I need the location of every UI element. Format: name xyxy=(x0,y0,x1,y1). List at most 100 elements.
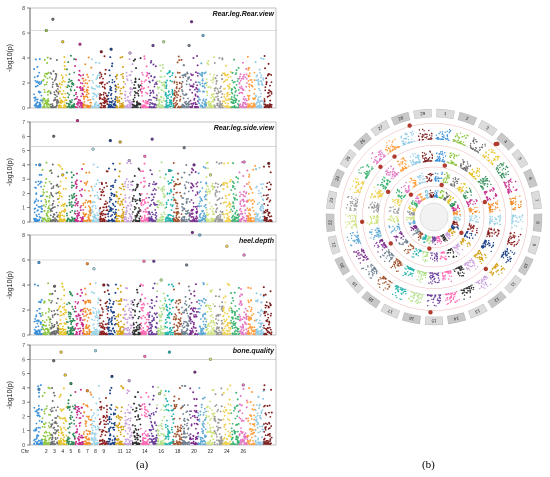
snp-point xyxy=(93,93,96,96)
snp-point xyxy=(228,85,231,88)
snp-point xyxy=(123,220,126,223)
snp-point xyxy=(49,333,52,336)
snp-point xyxy=(176,61,179,64)
snp-point xyxy=(86,307,89,310)
snp-point xyxy=(153,317,155,319)
snp-point xyxy=(233,58,236,61)
snp-point xyxy=(106,289,109,292)
snp-point xyxy=(178,81,181,84)
snp-point xyxy=(235,69,238,72)
snp-point xyxy=(33,68,36,71)
snp-point xyxy=(48,309,51,311)
snp-point xyxy=(160,188,162,191)
snp-point xyxy=(246,169,249,172)
snp-point xyxy=(205,208,208,211)
snp-point xyxy=(255,79,258,82)
chromosome-14-points xyxy=(140,55,150,109)
snp-point xyxy=(71,294,74,297)
snp-point xyxy=(225,324,228,326)
snp-point xyxy=(76,86,79,88)
snp-point xyxy=(111,318,113,320)
snp-point xyxy=(53,213,56,216)
snp-point xyxy=(125,212,128,215)
snp-point xyxy=(113,220,116,223)
snp-point xyxy=(187,285,190,288)
snp-point xyxy=(133,96,136,99)
snp-point xyxy=(116,101,119,104)
snp-point xyxy=(214,192,217,194)
snp-point xyxy=(185,304,188,306)
snp-point xyxy=(216,74,218,77)
snp-point xyxy=(142,100,145,103)
snp-point xyxy=(39,99,42,102)
snp-point xyxy=(205,219,208,221)
snp-point xyxy=(209,310,212,313)
snp-point xyxy=(95,78,98,81)
snp-point xyxy=(169,217,172,220)
snp-point xyxy=(205,182,208,185)
snp-point xyxy=(224,325,227,328)
snp-point xyxy=(210,86,212,89)
snp-point xyxy=(79,101,81,104)
snp-point xyxy=(98,105,101,108)
snp-point xyxy=(52,215,55,218)
snp-point xyxy=(229,75,232,78)
snp-point xyxy=(114,98,117,100)
snp-point xyxy=(60,210,63,213)
snp-point xyxy=(145,79,147,81)
snp-point xyxy=(197,90,200,92)
snp-point xyxy=(179,301,182,304)
snp-point xyxy=(261,212,264,215)
snp-point xyxy=(225,201,228,204)
snp-point xyxy=(117,83,119,86)
snp-point xyxy=(114,317,116,320)
snp-point xyxy=(220,161,223,164)
snp-point xyxy=(39,216,42,219)
snp-point xyxy=(222,104,224,107)
snp-point xyxy=(243,204,246,207)
snp-point xyxy=(195,329,198,332)
snp-point xyxy=(265,186,268,188)
snp-point xyxy=(209,315,212,317)
snp-point xyxy=(166,326,169,329)
snp-point xyxy=(105,213,107,216)
snp-point xyxy=(191,103,193,105)
snp-point xyxy=(119,290,122,293)
snp-point xyxy=(181,105,184,108)
snp-point xyxy=(242,217,245,219)
snp-point xyxy=(246,207,249,210)
snp-point xyxy=(230,208,232,211)
snp-point xyxy=(139,298,142,301)
peak-point xyxy=(242,160,246,164)
snp-point xyxy=(248,72,251,75)
snp-point xyxy=(126,78,128,81)
snp-point xyxy=(261,203,263,206)
snp-point xyxy=(157,187,160,190)
snp-point xyxy=(92,73,95,76)
snp-point xyxy=(56,88,59,90)
snp-point xyxy=(72,174,75,177)
snp-point xyxy=(95,104,98,107)
snp-point xyxy=(177,210,179,213)
snp-point xyxy=(69,312,72,315)
snp-point xyxy=(51,314,54,317)
peak-point xyxy=(38,163,42,167)
snp-point xyxy=(94,332,97,335)
snp-point xyxy=(226,78,229,81)
snp-point xyxy=(79,193,82,196)
snp-point xyxy=(159,201,161,204)
snp-point xyxy=(127,326,130,329)
snp-point xyxy=(181,209,184,212)
snp-point xyxy=(124,94,127,97)
snp-point xyxy=(86,82,89,85)
snp-point xyxy=(202,214,205,217)
snp-point xyxy=(107,309,110,312)
chromosome-12-points xyxy=(124,58,134,109)
snp-point xyxy=(154,209,157,211)
snp-point xyxy=(81,291,84,294)
snp-point xyxy=(62,106,64,109)
snp-point xyxy=(127,95,130,98)
snp-point xyxy=(221,72,224,75)
snp-point xyxy=(116,99,119,102)
snp-point xyxy=(70,329,73,331)
